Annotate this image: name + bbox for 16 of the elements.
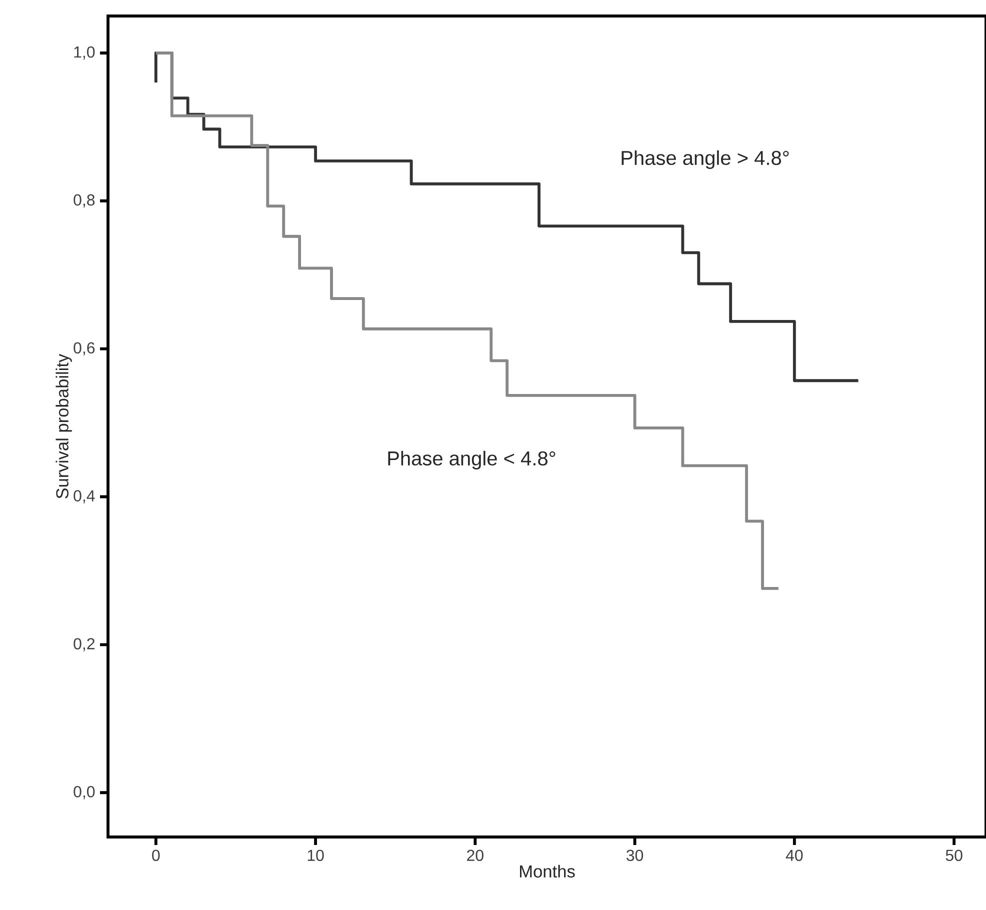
x-tick-label: 0 [152,850,160,862]
x-tick-label: 10 [308,850,324,862]
y-tick-label: 1,0 [74,46,95,60]
y-axis-title: Survival probability [56,354,72,498]
y-tick-label: 0,2 [74,638,94,652]
y-tick-label: 0,4 [74,490,95,504]
x-tick-label: 30 [626,850,644,862]
x-axis-title: Months [520,864,575,878]
y-tick-label: 0,0 [74,786,95,800]
text: Phase angle < 4.8° [388,450,556,470]
x-tick-label: 50 [946,850,962,862]
x-tick-label: 20 [467,850,484,862]
y-tick-label: 0,6 [74,342,95,356]
x-tick-label: 40 [786,850,803,862]
y-tick-label: 0,8 [74,194,95,208]
text: Phase angle > 4.8° [622,150,789,169]
